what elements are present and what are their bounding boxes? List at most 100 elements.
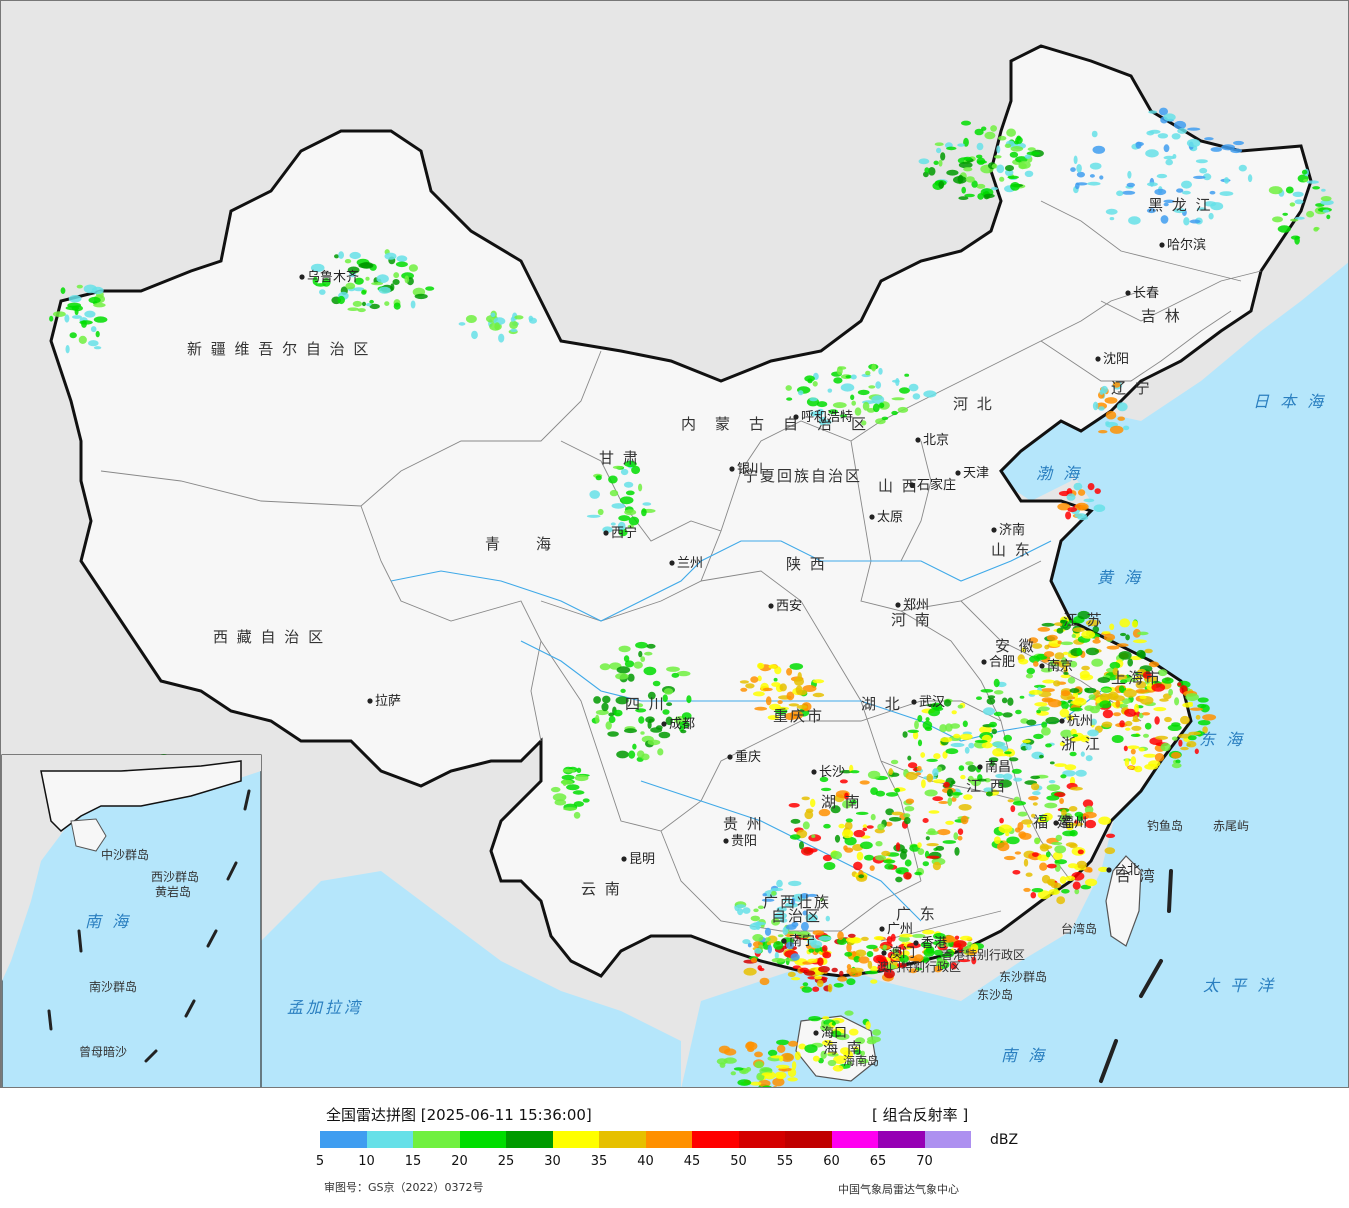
- radar-echo: [1077, 849, 1084, 855]
- radar-echo: [752, 921, 766, 926]
- radar-echo: [831, 967, 838, 973]
- radar-echo: [934, 142, 944, 146]
- radar-echo: [964, 193, 975, 198]
- radar-echo: [1009, 151, 1019, 158]
- radar-echo: [757, 905, 764, 910]
- radar-echo: [1053, 680, 1061, 687]
- radar-echo: [1008, 757, 1019, 762]
- radar-echo: [1085, 619, 1100, 627]
- radar-echo: [1060, 674, 1071, 679]
- radar-echo: [361, 290, 367, 295]
- radar-echo: [636, 703, 644, 708]
- radar-echo: [1156, 173, 1168, 179]
- radar-echo: [796, 705, 808, 709]
- radar-echo: [1104, 397, 1118, 404]
- radar-echo: [1033, 733, 1044, 740]
- radar-echo: [926, 855, 940, 859]
- radar-echo: [945, 820, 954, 825]
- radar-echo: [809, 397, 818, 402]
- radar-echo: [865, 1021, 871, 1030]
- radar-echo: [1180, 746, 1189, 751]
- radar-echo: [885, 792, 899, 797]
- radar-echo: [589, 490, 600, 499]
- radar-echo: [923, 390, 937, 398]
- radar-echo: [642, 502, 652, 506]
- city-marker: [1059, 718, 1065, 724]
- radar-echo: [818, 936, 832, 941]
- scale-tick-label: 50: [730, 1154, 747, 1169]
- scale-tick-label: 25: [497, 1154, 515, 1169]
- radar-echo: [1074, 811, 1084, 818]
- radar-echo: [84, 310, 96, 318]
- radar-echo: [1188, 731, 1201, 736]
- radar-echo: [635, 641, 648, 649]
- sea-label: 孟加拉湾: [287, 998, 363, 1017]
- province-label: 云 南: [581, 880, 622, 898]
- radar-echo: [812, 1055, 820, 1062]
- radar-echo: [345, 282, 356, 290]
- scale-tick-label: 40: [637, 1154, 654, 1169]
- city-marker: [811, 769, 817, 775]
- radar-echo: [860, 1050, 865, 1057]
- radar-echo: [1285, 186, 1294, 194]
- radar-echo: [1034, 702, 1048, 707]
- scale-tick-label: 70: [916, 1154, 933, 1169]
- scale-tick-label: 65: [869, 1154, 887, 1169]
- radar-echo: [627, 524, 634, 529]
- radar-echo: [1135, 676, 1140, 680]
- radar-echo: [1012, 870, 1021, 875]
- radar-echo: [1292, 191, 1304, 197]
- radar-echo: [609, 489, 619, 497]
- radar-echo: [961, 186, 966, 194]
- radar-echo: [1164, 716, 1172, 723]
- city-label: 太原: [877, 510, 903, 525]
- radar-echo: [807, 848, 818, 853]
- radar-echo: [869, 865, 875, 871]
- radar-echo: [631, 465, 641, 475]
- radar-echo: [1013, 777, 1023, 782]
- radar-echo: [950, 723, 961, 729]
- radar-echo: [1189, 219, 1201, 224]
- radar-echo: [784, 712, 798, 721]
- radar-echo: [936, 958, 948, 967]
- radar-echo: [999, 817, 1004, 824]
- radar-echo: [866, 408, 876, 413]
- radar-echo: [777, 934, 784, 938]
- radar-echo: [1089, 174, 1095, 178]
- radar-echo: [1060, 619, 1065, 623]
- radar-map[interactable]: 新 疆 维 吾 尔 自 治 区西 藏 自 治 区 青 海四 川云 南 甘 肃 内 蒙 …: [0, 0, 1349, 1088]
- radar-echo: [723, 1057, 737, 1064]
- radar-echo: [823, 823, 831, 829]
- color-swatch: [831, 1131, 878, 1148]
- radar-echo: [1012, 801, 1026, 806]
- radar-echo: [1015, 709, 1022, 715]
- radar-echo: [833, 1055, 847, 1064]
- province-label: 上海市: [1111, 669, 1162, 687]
- radar-echo: [652, 680, 661, 687]
- radar-echo: [1122, 425, 1130, 431]
- radar-echo: [862, 827, 868, 832]
- radar-echo: [1117, 416, 1125, 421]
- radar-echo: [743, 967, 757, 976]
- radar-echo: [576, 767, 582, 773]
- radar-echo: [1202, 726, 1208, 734]
- radar-echo: [780, 1052, 794, 1062]
- radar-echo: [562, 779, 567, 786]
- radar-echo: [891, 397, 905, 401]
- radar-echo: [859, 780, 870, 785]
- scale-tick-label: 15: [404, 1154, 422, 1169]
- city-marker: [813, 1030, 819, 1036]
- radar-echo: [1061, 657, 1067, 666]
- island-label: 曾母暗沙: [79, 1044, 127, 1059]
- city-marker: [1159, 242, 1165, 248]
- radar-echo: [573, 801, 584, 807]
- radar-echo: [942, 751, 948, 759]
- city-label: 成都: [669, 717, 695, 732]
- radar-echo: [595, 475, 602, 481]
- radar-echo: [928, 810, 940, 814]
- radar-echo: [746, 1041, 755, 1049]
- radar-echo: [635, 708, 647, 713]
- radar-echo: [940, 737, 953, 743]
- radar-echo: [366, 303, 372, 307]
- radar-echo: [827, 983, 833, 993]
